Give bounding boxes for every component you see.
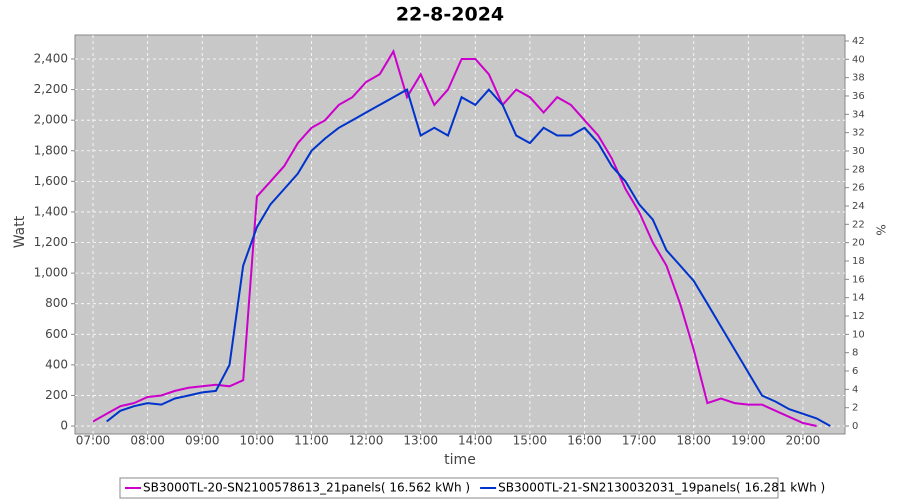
series-line	[106, 88, 831, 427]
y-tick-label: 800	[45, 296, 68, 310]
y2-tick-label: 36	[852, 91, 865, 102]
y-tick-label: 0	[60, 419, 68, 433]
y2-tick-label: 30	[852, 146, 865, 157]
series-line	[92, 48, 817, 427]
y2-tick-label: 40	[852, 54, 865, 65]
x-tick-label: 07:00	[76, 434, 111, 448]
x-tick-label: 19:00	[731, 434, 766, 448]
chart-title: 22-8-2024	[396, 4, 504, 26]
y2-tick-label: 12	[852, 311, 865, 322]
y2-tick-label: 38	[852, 73, 865, 84]
y-tick-label: 1,200	[34, 235, 68, 249]
y2-tick-label: 24	[852, 201, 865, 212]
plot-area	[74, 34, 846, 435]
x-tick-label: 18:00	[676, 434, 711, 448]
x-tick-label: 10:00	[240, 434, 275, 448]
y-tick-label: 1,400	[34, 204, 68, 218]
y2-tick-label: 32	[852, 128, 865, 139]
y2-tick-label: 22	[852, 219, 865, 230]
y2-tick-label: 10	[852, 329, 865, 340]
x-tick-label: 20:00	[786, 434, 821, 448]
y-axis-label: Watt	[12, 215, 28, 248]
y-tick-label: 2,400	[34, 52, 68, 66]
x-tick-label: 16:00	[567, 434, 602, 448]
y-tick-label: 200	[45, 388, 68, 402]
y2-axis-label: %	[874, 224, 888, 235]
y2-tick-label: 14	[852, 293, 865, 304]
y2-tick-label: 28	[852, 164, 865, 175]
legend-box	[119, 477, 779, 499]
y2-tick-label: 34	[852, 109, 865, 120]
y2-tick-label: 16	[852, 274, 865, 285]
y-tick-label: 2,200	[34, 82, 68, 96]
y-tick-label: 1,000	[34, 266, 68, 280]
legend-label: SB3000TL-21-SN2130032031_19panels( 16.28…	[498, 481, 825, 495]
y-tick-label: 2,000	[34, 113, 68, 127]
y2-tick-label: 26	[852, 183, 865, 194]
x-tick-label: 15:00	[513, 434, 548, 448]
y2-tick-label: 2	[852, 403, 858, 414]
y-tick-label: 400	[45, 357, 68, 371]
x-tick-label: 14:00	[458, 434, 493, 448]
y2-tick-label: 18	[852, 256, 865, 267]
y2-tick-label: 6	[852, 366, 858, 377]
y-tick-label: 1,800	[34, 143, 68, 157]
x-tick-label: 17:00	[622, 434, 657, 448]
y-tick-label: 1,600	[34, 174, 68, 188]
x-tick-label: 08:00	[130, 434, 165, 448]
x-tick-label: 11:00	[294, 434, 329, 448]
x-axis-label: time	[444, 452, 476, 468]
x-tick-label: 12:00	[349, 434, 384, 448]
y2-tick-label: 42	[852, 36, 865, 47]
y2-tick-label: 8	[852, 348, 858, 359]
y2-tick-label: 0	[852, 421, 858, 432]
legend: SB3000TL-20-SN2100578613_21panels( 16.56…	[119, 477, 825, 499]
legend-label: SB3000TL-20-SN2100578613_21panels( 16.56…	[143, 481, 470, 495]
x-tick-label: 09:00	[185, 434, 220, 448]
y2-tick-label: 20	[852, 238, 865, 249]
y2-tick-label: 4	[852, 384, 858, 395]
x-tick-label: 13:00	[403, 434, 438, 448]
y-tick-label: 600	[45, 327, 68, 341]
